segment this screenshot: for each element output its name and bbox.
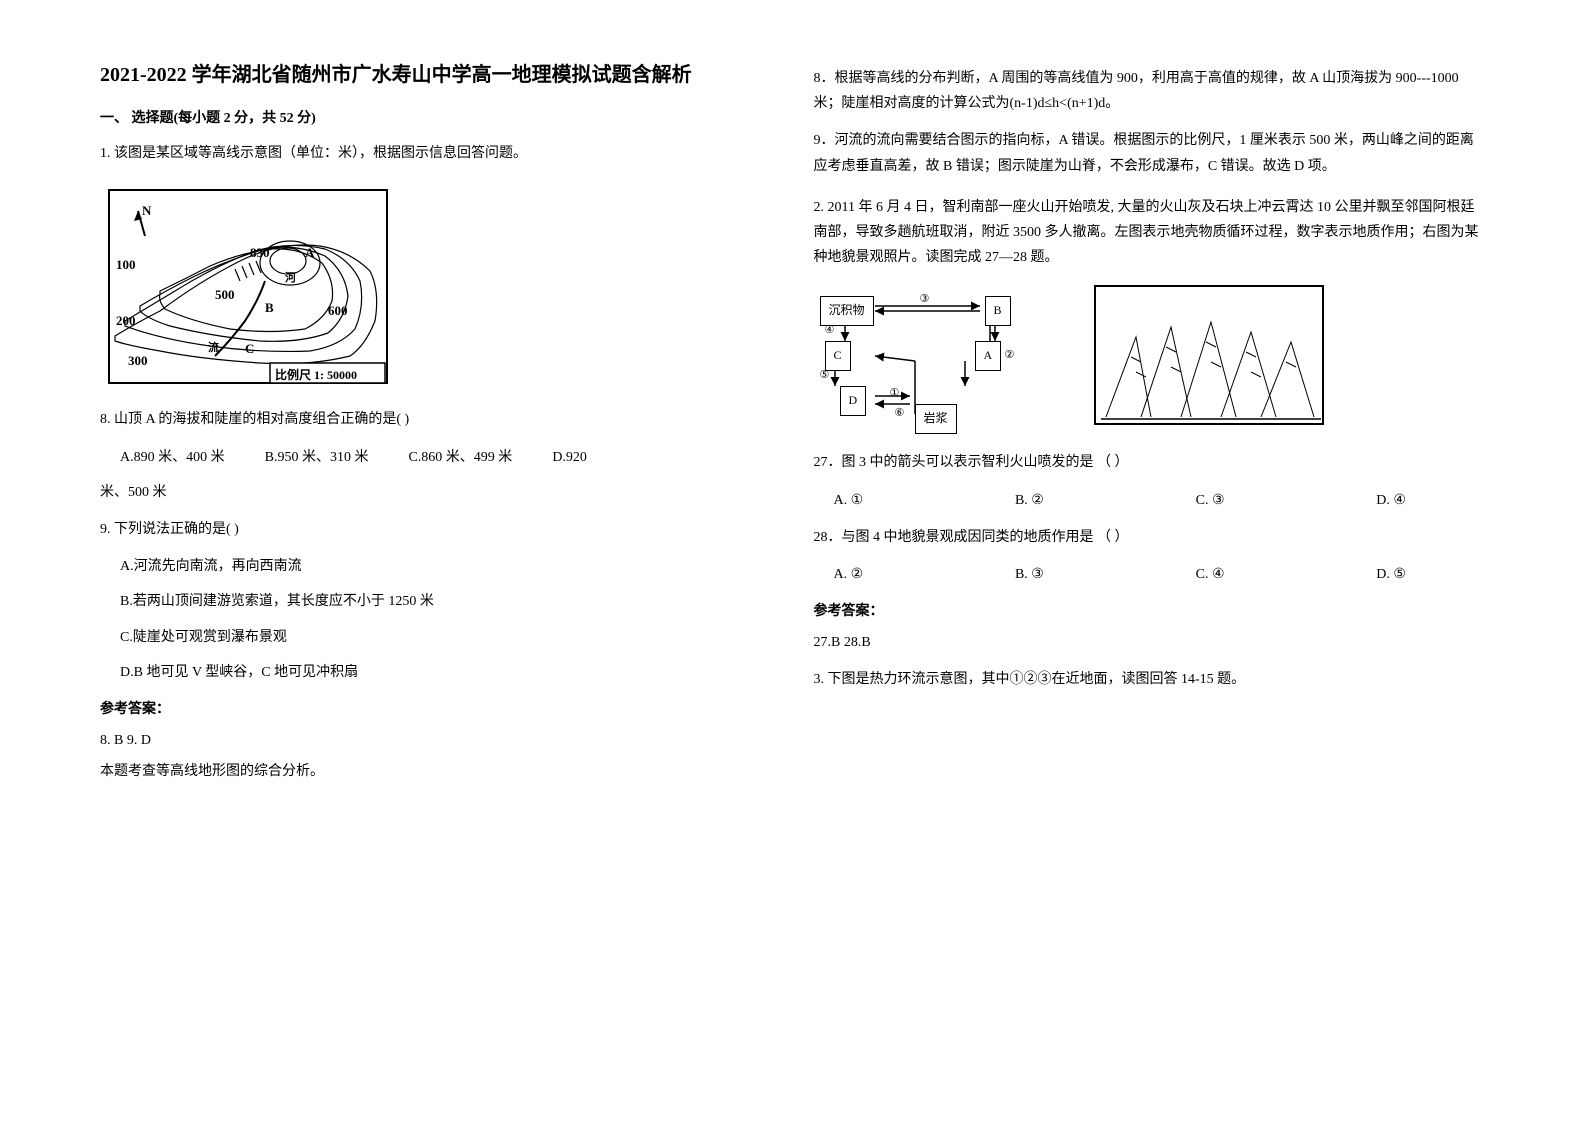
boxA: A	[975, 341, 1002, 371]
n4: ④	[825, 321, 835, 341]
north-label: N	[142, 199, 151, 222]
page-title: 2021-2022 学年湖北省随州市广水寿山中学高一地理模拟试题含解析	[100, 60, 774, 90]
q8-options: A.890 米、400 米 B.950 米、310 米 C.860 米、499 …	[120, 445, 774, 470]
q9-options: A.河流先向南流，再向西南流 B.若两山顶间建游览索道，其长度应不小于 1250…	[120, 554, 774, 685]
q3-intro: 3. 下图是热力环流示意图，其中①②③在近地面，读图回答 14-15 题。	[814, 667, 1488, 692]
magma-box: 岩浆	[915, 404, 957, 434]
q2-intro: 2. 2011 年 6 月 4 日，智利南部一座火山开始喷发, 大量的火山灰及石…	[814, 195, 1488, 271]
boxD: D	[840, 386, 867, 416]
c200-label: 200	[116, 309, 136, 332]
q28-optD: D. ⑤	[1376, 562, 1406, 587]
n3: ③	[920, 290, 930, 310]
q27-optB: B. ②	[1015, 488, 1044, 513]
q28-text: 28．与图 4 中地貌景观成因同类的地质作用是 （ ）	[814, 525, 1488, 550]
pointC-label: C	[245, 337, 254, 360]
c300-label: 300	[128, 349, 148, 372]
q8-analysis: 8．根据等高线的分布判断，A 周围的等高线值为 900，利用高于高值的规律，故 …	[814, 66, 1488, 116]
q28-optA: A. ②	[834, 562, 864, 587]
q9-analysis: 9．河流的流向需要结合图示的指向标，A 错误。根据图示的比例尺，1 厘米表示 5…	[814, 128, 1488, 178]
q28-options: A. ② B. ③ C. ④ D. ⑤	[834, 562, 1406, 587]
c600-label: 600	[328, 299, 348, 322]
q9-optC: C.陡崖处可观赏到瀑布景观	[120, 625, 774, 650]
landscape-svg	[1096, 287, 1326, 427]
answer-heading-1: 参考答案：	[100, 697, 774, 722]
q8-optB: B.950 米、310 米	[265, 445, 369, 470]
q9-optA: A.河流先向南流，再向西南流	[120, 554, 774, 579]
q27-options: A. ① B. ② C. ③ D. ④	[834, 488, 1406, 513]
left-column: 2021-2022 学年湖北省随州市广水寿山中学高一地理模拟试题含解析 一、 选…	[80, 60, 794, 1062]
boxB: B	[985, 296, 1011, 326]
q1-intro: 1. 该图是某区域等高线示意图（单位：米），根据图示信息回答问题。	[100, 141, 774, 166]
diagram-row: 沉积物 B C A D 岩浆 ① ② ③ ④ ⑤ ⑥	[814, 285, 1488, 435]
q8-optC: C.860 米、499 米	[408, 445, 512, 470]
c500-label: 500	[215, 283, 235, 306]
q27-text: 27．图 3 中的箭头可以表示智利火山喷发的是 （ ）	[814, 450, 1488, 475]
flow-label: 流	[208, 339, 219, 359]
n1: ①	[890, 384, 900, 404]
q27-optD: D. ④	[1376, 488, 1406, 513]
c100-label: 100	[116, 253, 136, 276]
pointA-label: A	[305, 241, 314, 264]
q2-answer: 27.B 28.B	[814, 630, 1488, 655]
right-column: 8．根据等高线的分布判断，A 周围的等高线值为 900，利用高于高值的规律，故 …	[794, 60, 1508, 1062]
rock-cycle-diagram: 沉积物 B C A D 岩浆 ① ② ③ ④ ⑤ ⑥	[814, 285, 1064, 435]
q28-optB: B. ③	[1015, 562, 1044, 587]
landscape-photo	[1094, 285, 1324, 425]
q8-optD: D.920	[552, 445, 587, 470]
q9-optB: B.若两山顶间建游览索道，其长度应不小于 1250 米	[120, 589, 774, 614]
section-heading: 一、 选择题(每小题 2 分，共 52 分)	[100, 106, 774, 131]
q8-optD-cont: 米、500 米	[100, 480, 774, 505]
q1-analysis-intro: 本题考查等高线地形图的综合分析。	[100, 759, 774, 784]
scale-label: 比例尺 1: 50000	[275, 365, 357, 387]
contour-map-figure: N 100 200 300 500 600 830 A B C 河 流 比例尺 …	[100, 181, 774, 392]
q9-text: 9. 下列说法正确的是( )	[100, 517, 774, 542]
c830-label: 830	[250, 241, 270, 264]
q27-optC: C. ③	[1196, 488, 1225, 513]
q1-answer: 8. B 9. D	[100, 728, 774, 753]
n2: ②	[1005, 346, 1015, 366]
q9-optD: D.B 地可见 V 型峡谷，C 地可见冲积扇	[120, 660, 774, 685]
q8-optA: A.890 米、400 米	[120, 445, 225, 470]
q28-optC: C. ④	[1196, 562, 1225, 587]
answer-heading-2: 参考答案：	[814, 599, 1488, 624]
q27-optA: A. ①	[834, 488, 864, 513]
river-label: 河	[285, 269, 296, 289]
q8-text: 8. 山顶 A 的海拔和陡崖的相对高度组合正确的是( )	[100, 407, 774, 432]
contour-map: N 100 200 300 500 600 830 A B C 河 流 比例尺 …	[108, 189, 388, 384]
pointB-label: B	[265, 296, 274, 319]
n5: ⑤	[820, 366, 830, 386]
n6: ⑥	[895, 404, 905, 424]
